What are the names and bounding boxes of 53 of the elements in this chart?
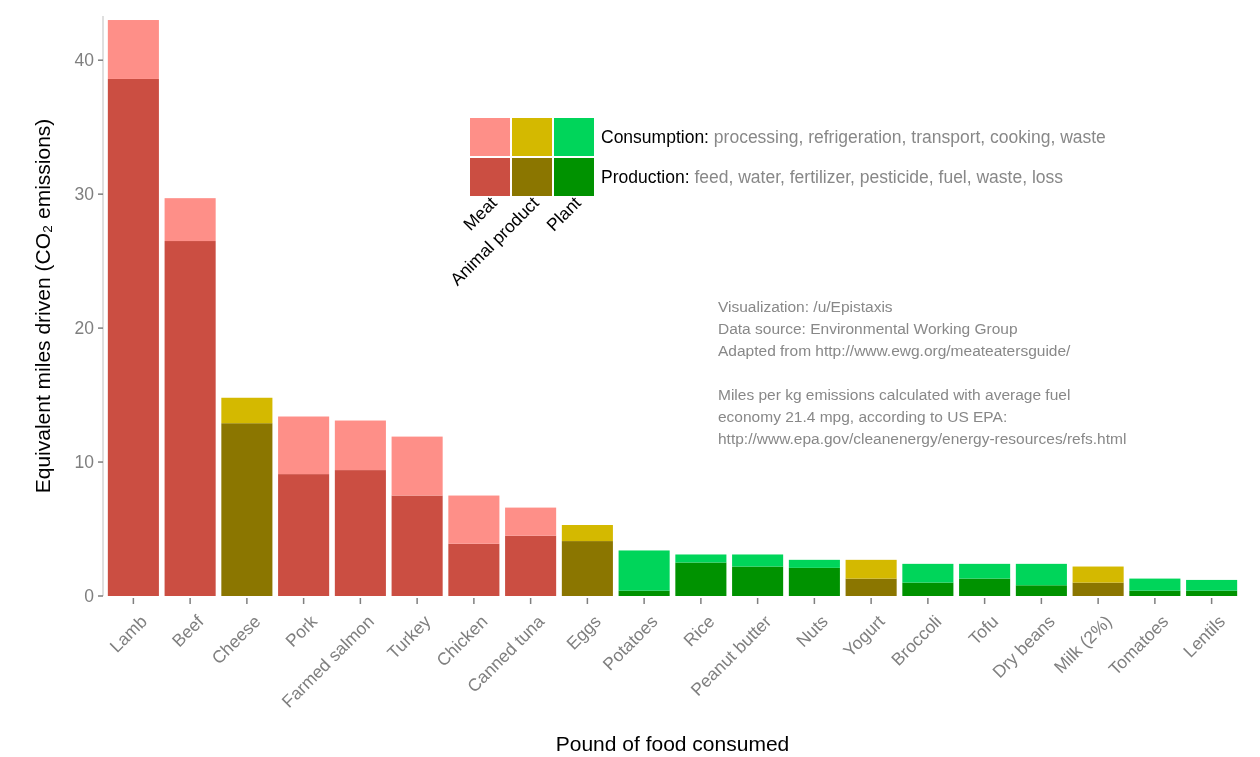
bar — [1072, 566, 1124, 583]
bar — [1072, 582, 1124, 596]
bar — [1129, 578, 1181, 591]
bar — [561, 525, 613, 542]
bar — [1015, 563, 1067, 586]
bar — [732, 554, 784, 567]
bar — [1186, 579, 1238, 591]
bar — [1015, 585, 1067, 596]
bar — [278, 416, 330, 475]
bar — [732, 566, 784, 596]
bar — [107, 78, 159, 596]
bar — [164, 241, 216, 596]
bar — [448, 543, 500, 596]
y-tick-label: 10 — [74, 452, 95, 473]
bar — [505, 507, 557, 536]
y-tick-label: 40 — [74, 50, 95, 71]
bar — [561, 541, 613, 596]
x-tick-label: Rice — [679, 611, 719, 651]
x-tick-label: Tofu — [964, 611, 1003, 649]
y-tick-label: 20 — [74, 318, 95, 339]
bar — [164, 198, 216, 242]
bar — [391, 495, 443, 596]
bar — [1129, 590, 1181, 596]
bar — [788, 567, 840, 596]
bar — [221, 397, 273, 424]
bar — [334, 420, 386, 471]
y-axis-title: Equivalent miles driven (CO₂ emissions) — [31, 118, 54, 494]
bar — [448, 495, 500, 544]
legend-label: Production: feed, water, fertilizer, pesticide, fuel, waste, loss — [601, 167, 1064, 187]
bar — [618, 550, 670, 591]
y-tick-label: 0 — [84, 586, 95, 607]
annotation: Visualization: /u/Epistaxis Data source: Environmental Working Group Adapted from http://www.ewg.org/meateatersguide/ — [718, 298, 1072, 359]
bar — [278, 474, 330, 596]
bar — [902, 563, 954, 583]
y-tick-label: 30 — [74, 184, 95, 205]
x-axis-title: Pound of food consumed — [555, 732, 790, 755]
bar — [675, 554, 727, 563]
bar — [788, 559, 840, 568]
bar — [959, 578, 1011, 596]
bar — [959, 563, 1011, 579]
bar — [221, 423, 273, 596]
bar — [334, 470, 386, 596]
bar — [845, 578, 897, 596]
bar — [618, 590, 670, 596]
bar — [675, 562, 727, 596]
bar — [1186, 590, 1238, 596]
bar — [845, 559, 897, 579]
legend-label: Consumption: processing, refrigeration, transport, cooking, waste — [601, 127, 1106, 147]
bar — [505, 535, 557, 596]
bar — [902, 582, 954, 596]
bar — [107, 20, 159, 79]
bar — [391, 436, 443, 496]
annotation: Miles per kg emissions calculated with average fuel economy 21.4 mpg, according to US EPA: http://www.epa.gov/cleanenergy/energy-resources/refs.html — [718, 386, 1127, 447]
